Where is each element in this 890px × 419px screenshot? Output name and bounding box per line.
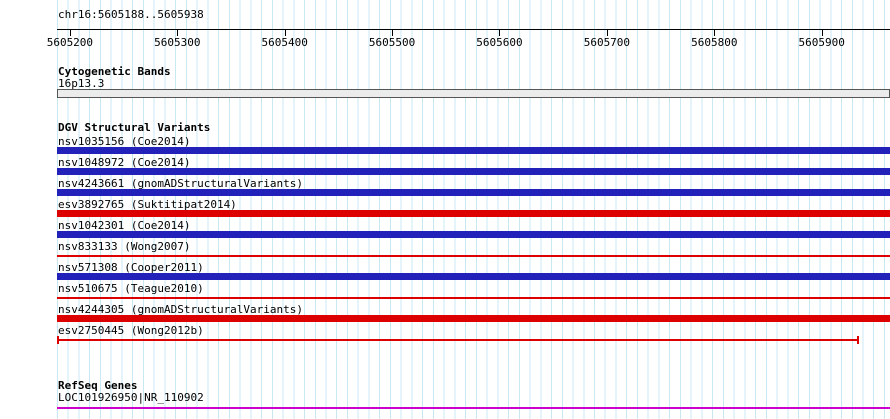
variant-glyph[interactable] (57, 189, 890, 196)
dgv-variant-row: nsv1048972 (Coe2014) (0, 156, 890, 177)
variant-label[interactable]: nsv1042301 (Coe2014) (58, 219, 191, 232)
ruler-tick (714, 29, 716, 36)
dgv-variant-row: nsv1035156 (Coe2014) (0, 135, 890, 156)
ruler-tick-label: 5605700 (583, 36, 631, 49)
dgv-variant-row: esv2750445 (Wong2012b) (0, 324, 890, 345)
variant-label[interactable]: esv3892765 (Suktitipat2014) (58, 198, 237, 211)
variant-label[interactable]: nsv510675 (Teague2010) (58, 282, 204, 295)
ruler-tick (821, 29, 823, 36)
dgv-variant-row: nsv510675 (Teague2010) (0, 282, 890, 303)
variant-glyph[interactable] (57, 273, 890, 280)
track-title-cytogenetic-bands: Cytogenetic Bands (58, 65, 171, 78)
ruler-tick-label: 5605500 (368, 36, 416, 49)
variant-label[interactable]: esv2750445 (Wong2012b) (58, 324, 204, 337)
variant-label[interactable]: nsv4243661 (gnomADStructuralVariants) (58, 177, 304, 190)
variant-glyph[interactable] (57, 315, 890, 322)
variant-label[interactable]: nsv1048972 (Coe2014) (58, 156, 191, 169)
dgv-variant-row: nsv1042301 (Coe2014) (0, 219, 890, 240)
variant-glyph[interactable] (57, 297, 890, 299)
refseq-gene-label[interactable]: LOC101926950|NR_110902 (58, 391, 204, 404)
ruler-tick-label: 5605600 (476, 36, 523, 49)
variant-glyph[interactable] (57, 210, 890, 217)
ruler-axis (57, 29, 890, 30)
ruler-tick (392, 29, 394, 36)
ruler-tick (69, 29, 71, 36)
ruler-tick (606, 29, 608, 36)
variant-label[interactable]: nsv571308 (Cooper2011) (58, 261, 204, 274)
variant-glyph[interactable] (57, 231, 890, 238)
dgv-variant-row: nsv833133 (Wong2007) (0, 240, 890, 261)
ruler-tick (499, 29, 501, 36)
ruler-tick-label: 5605900 (798, 36, 845, 49)
cytoband-label[interactable]: 16p13.3 (58, 77, 105, 90)
dgv-variant-row: esv3892765 (Suktitipat2014) (0, 198, 890, 219)
region-label: chr16:5605188..5605938 (58, 8, 204, 21)
variant-glyph[interactable] (57, 336, 859, 344)
track-title-dgv-structural-variants: DGV Structural Variants (58, 121, 211, 134)
refseq-gene-glyph[interactable] (57, 407, 890, 409)
variant-label[interactable]: nsv4244305 (gnomADStructuralVariants) (58, 303, 304, 316)
variant-glyph[interactable] (57, 255, 890, 257)
variant-glyph[interactable] (57, 168, 890, 175)
dgv-variant-row: nsv4243661 (gnomADStructuralVariants) (0, 177, 890, 198)
gridlines (57, 0, 890, 419)
ruler-tick-label: 5605400 (261, 36, 308, 49)
cytoband-glyph[interactable] (57, 89, 890, 98)
ruler-tick-label: 5605300 (154, 36, 201, 49)
variant-glyph[interactable] (57, 147, 890, 154)
ruler-tick-label: 5605800 (691, 36, 738, 49)
dgv-variant-row: nsv4244305 (gnomADStructuralVariants) (0, 303, 890, 324)
variant-label[interactable]: nsv1035156 (Coe2014) (58, 135, 191, 148)
ruler-tick (284, 29, 286, 36)
track-title-refseq-genes: RefSeq Genes (58, 379, 138, 392)
dgv-variant-row: nsv571308 (Cooper2011) (0, 261, 890, 282)
variant-label[interactable]: nsv833133 (Wong2007) (58, 240, 191, 253)
ruler-tick (177, 29, 179, 36)
ruler-tick-label: 5605200 (46, 36, 94, 49)
